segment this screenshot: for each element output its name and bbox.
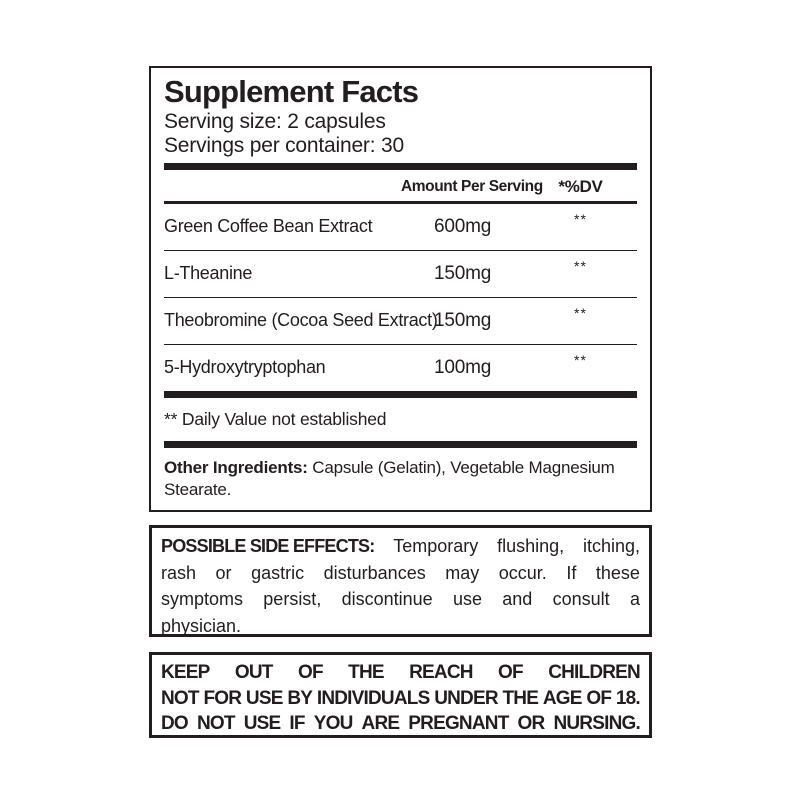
table-row: Green Coffee Bean Extract 600mg ** xyxy=(164,204,637,250)
warning-line: NOT FOR USE BY INDIVIDUALS UNDER THE AGE OF 18. xyxy=(161,687,641,709)
divider-thin xyxy=(164,249,637,251)
divider-thick xyxy=(164,440,637,448)
ingredient-amount: 150mg xyxy=(434,309,492,331)
side-effects-label: POSSIBLE SIDE EFFECTS: xyxy=(161,536,375,556)
side-effects-line: rash or gastric disturbances may occur. If thes… xyxy=(161,562,640,583)
warning-panel: KEEP OUT OF THE REACH OF CHILDREN NOT FOR USE BY I… xyxy=(149,652,652,738)
servings-per-container: Servings per container: 30 xyxy=(164,133,404,157)
warning-line: DO NOT USE IF YOU ARE PREGNANT OR NURSING. xyxy=(161,713,641,734)
ingredient-name: L-Theanine xyxy=(164,263,253,284)
supplement-facts-title: Supplement Facts xyxy=(164,74,419,109)
other-ingredients-label: Other Ingredients: xyxy=(164,457,308,477)
other-ingredients: Other Ingredients: Capsule (Gelatin), Ve… xyxy=(164,457,637,501)
ingredient-dv: ** xyxy=(574,305,587,321)
ingredient-name: 5-Hydroxytryptophan xyxy=(164,357,326,378)
column-header-dv: *%DV xyxy=(558,177,603,196)
ingredient-name: Theobromine (Cocoa Seed Extract) xyxy=(164,310,438,331)
daily-value-footnote: ** Daily Value not established xyxy=(164,408,387,429)
divider-thin xyxy=(164,343,637,345)
ingredient-dv: ** xyxy=(574,258,587,274)
divider-thick xyxy=(164,163,637,170)
divider-medium xyxy=(164,201,637,204)
table-row: Theobromine (Cocoa Seed Extract) 150mg *… xyxy=(164,298,637,344)
ingredient-amount: 100mg xyxy=(434,356,492,378)
table-row: L-Theanine 150mg ** xyxy=(164,251,637,297)
ingredient-name: Green Coffee Bean Extract xyxy=(164,216,373,237)
serving-size: Serving size: 2 capsules xyxy=(164,110,386,133)
side-effects-panel: POSSIBLE SIDE EFFECTS: Temporary flushing,… xyxy=(149,525,652,637)
column-header-amount: Amount Per Serving xyxy=(401,178,543,195)
divider-thick xyxy=(164,390,637,398)
side-effects-line: symptoms persist, discontinue use and consult… xyxy=(161,589,640,609)
ingredient-amount: 600mg xyxy=(434,215,492,237)
ingredient-dv: ** xyxy=(574,352,587,368)
side-effects-line: physician. xyxy=(161,615,242,636)
ingredient-dv: ** xyxy=(574,211,587,227)
ingredient-amount: 150mg xyxy=(434,262,492,284)
warning-line: KEEP OUT OF THE REACH OF CHILDREN xyxy=(161,662,641,683)
side-effects-line: POSSIBLE SIDE EFFECTS: Temporary flushing,… xyxy=(161,533,640,560)
supplement-facts-panel: Supplement Facts Serving size: 2 capsule… xyxy=(149,66,652,512)
table-row: 5-Hydroxytryptophan 100mg ** xyxy=(164,345,637,391)
table-header-row: Amount Per Serving *%DV xyxy=(164,170,637,201)
divider-thin xyxy=(164,296,637,298)
other-ingredients-text: Capsule (Gelatin), Vegetable Magnesium S… xyxy=(164,457,615,499)
